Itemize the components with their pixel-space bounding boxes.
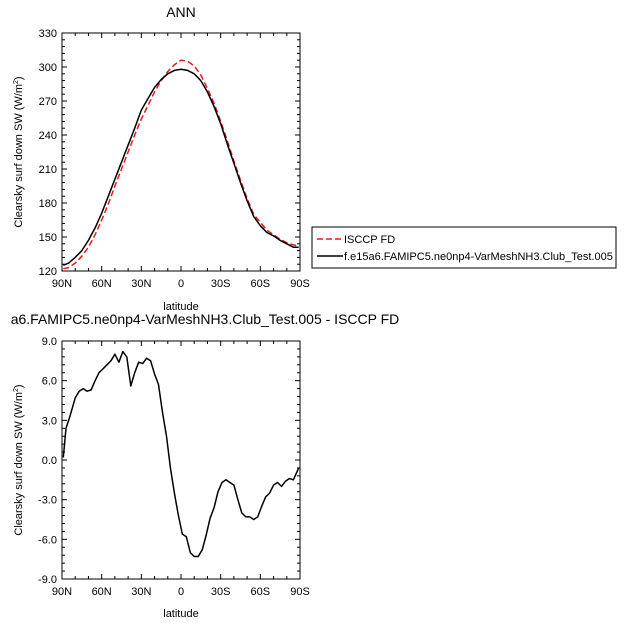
x-tick-label: 60N [92, 278, 112, 290]
x-tick-label: 0 [178, 278, 184, 290]
chart-title: ANN [166, 4, 196, 20]
legend: ISCCP FD f.e15a6.FAMIPC5.ne0np4-VarMeshN… [311, 226, 617, 269]
y-axis-label: Clearsky surf down SW (W/m2) [13, 384, 25, 535]
y-tick-label: 120 [39, 266, 57, 278]
x-tick-label: 0 [178, 586, 184, 598]
y-tick-label: -6.0 [38, 534, 57, 546]
y-tick-label: 9.0 [42, 336, 57, 348]
x-axis-label: latitude [163, 301, 198, 313]
series-line-model [63, 68, 299, 266]
series-line-isccp [63, 59, 299, 270]
y-tick-label: 300 [39, 62, 57, 74]
x-tick-label: 60N [92, 586, 112, 598]
y-tick-label: 240 [39, 130, 57, 142]
x-tick-label: 30N [131, 586, 151, 598]
climatology-panel: ANN 90N 60N 30N 0 30S 60S 90S 120 150 180 210 240 27… [13, 4, 617, 313]
difference-panel: a6.FAMIPC5.ne0np4-VarMeshNH3.Club_Test.0… [11, 311, 400, 620]
x-axis-label: latitude [163, 608, 198, 620]
legend-box [311, 226, 617, 269]
y-tick-label: 6.0 [42, 376, 57, 388]
y-tick-label: 330 [39, 28, 57, 40]
x-tick-label: 30S [211, 586, 231, 598]
y-tick-label: -9.0 [38, 574, 57, 586]
y-tick-label: 3.0 [42, 415, 57, 427]
y-tick-label: 180 [39, 198, 57, 210]
legend-label-isccp: ISCCP FD [344, 234, 395, 246]
y-axis-label: Clearsky surf down SW (W/m2) [13, 76, 25, 227]
x-tick-label: 60S [251, 278, 271, 290]
x-tick-label: 30N [131, 278, 151, 290]
series-line-difference [62, 350, 300, 558]
x-tick-label: 90N [52, 278, 72, 290]
x-tick-label: 60S [251, 586, 271, 598]
y-tick-label: 210 [39, 164, 57, 176]
chart-title: a6.FAMIPC5.ne0np4-VarMeshNH3.Club_Test.0… [11, 311, 400, 327]
y-tick-label: 270 [39, 96, 57, 108]
x-tick-label: 30S [211, 278, 231, 290]
x-tick-label: 90S [290, 278, 310, 290]
x-tick-label: 90S [290, 586, 310, 598]
y-tick-label: 150 [39, 232, 57, 244]
y-tick-label: -3.0 [38, 495, 57, 507]
x-tick-label: 90N [52, 586, 72, 598]
y-tick-label: 0.0 [42, 455, 57, 467]
legend-label-model: f.e15a6.FAMIPC5.ne0np4-VarMeshNH3.Club_T… [344, 251, 613, 263]
